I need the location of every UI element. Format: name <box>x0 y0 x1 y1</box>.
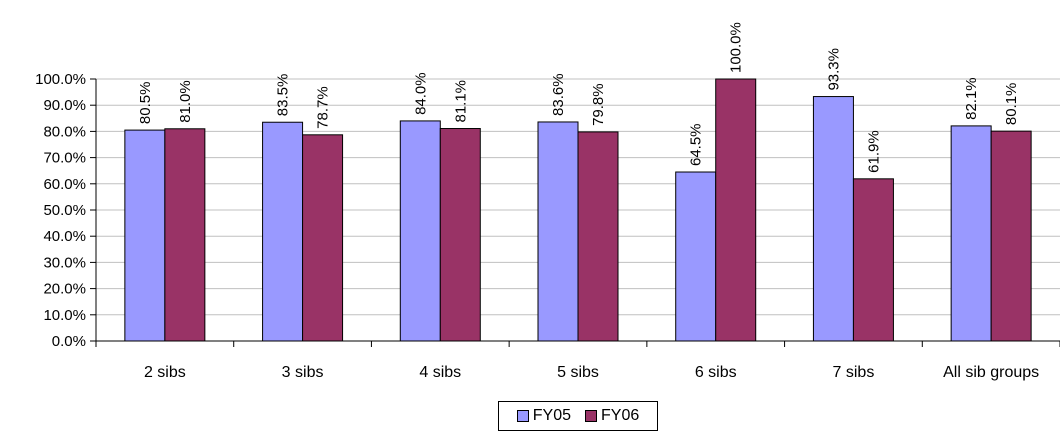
bar <box>262 121 304 342</box>
data-label: 83.5% <box>275 74 292 117</box>
bar <box>399 120 441 342</box>
data-label: 64.5% <box>688 123 705 166</box>
y-tick-label: 70.0% <box>43 150 86 167</box>
data-label: 81.1% <box>452 80 469 123</box>
legend-label-fy05: FY05 <box>532 407 571 424</box>
chart-legend: FY05 FY06 <box>498 401 658 431</box>
chart-svg: 0.0% 10.0% 20.0% 30.0% 40.0% 50.0% 60.0% 70.0% 8… <box>35 22 1060 381</box>
data-label: 84.0% <box>412 72 429 115</box>
y-tick-label: 20.0% <box>43 281 86 298</box>
bar <box>950 125 992 342</box>
bar <box>852 178 894 342</box>
data-label: 83.6% <box>550 73 567 116</box>
data-label: 79.8% <box>590 83 607 126</box>
data-label: 82.1% <box>963 77 980 120</box>
bar <box>812 96 854 342</box>
y-tick-label: 80.0% <box>43 123 86 140</box>
bar <box>537 121 579 342</box>
data-label: 61.9% <box>865 130 882 173</box>
x-tick-label: 4 sibs <box>419 364 461 381</box>
y-tick-label: 0.0% <box>52 333 86 350</box>
legend-item-fy05: FY05 <box>516 407 571 425</box>
x-tick-label: 6 sibs <box>695 364 737 381</box>
bar <box>990 130 1032 342</box>
data-label: 78.7% <box>315 86 332 129</box>
data-label: 81.0% <box>177 80 194 123</box>
bar <box>164 128 206 342</box>
legend-label-fy06: FY06 <box>601 407 640 424</box>
y-tick-label: 40.0% <box>43 228 86 245</box>
bar <box>675 171 717 342</box>
y-tick-label: 50.0% <box>43 202 86 219</box>
y-tick-label: 10.0% <box>43 307 86 324</box>
data-label: 93.3% <box>825 48 842 91</box>
y-tick-label: 90.0% <box>43 97 86 114</box>
y-tick-label: 30.0% <box>43 254 86 271</box>
x-tick-label: 2 sibs <box>144 364 186 381</box>
y-tick-label: 100.0% <box>35 71 86 88</box>
bar <box>715 78 757 342</box>
legend-swatch-fy05 <box>516 410 529 422</box>
data-label: 80.1% <box>1003 83 1020 126</box>
data-label: 100.0% <box>728 22 745 73</box>
bar <box>302 134 344 342</box>
x-tick-label: 7 sibs <box>833 364 875 381</box>
y-tick-label: 60.0% <box>43 176 86 193</box>
bar <box>577 131 619 342</box>
data-label: 80.5% <box>137 82 154 125</box>
x-tick-label: All sib groups <box>943 364 1039 381</box>
legend-swatch-fy06 <box>585 410 597 422</box>
bar <box>124 129 166 342</box>
legend-item-fy06: FY06 <box>585 407 639 425</box>
x-tick-label: 3 sibs <box>282 364 324 381</box>
x-tick-label: 5 sibs <box>557 364 599 381</box>
bar <box>439 128 481 342</box>
